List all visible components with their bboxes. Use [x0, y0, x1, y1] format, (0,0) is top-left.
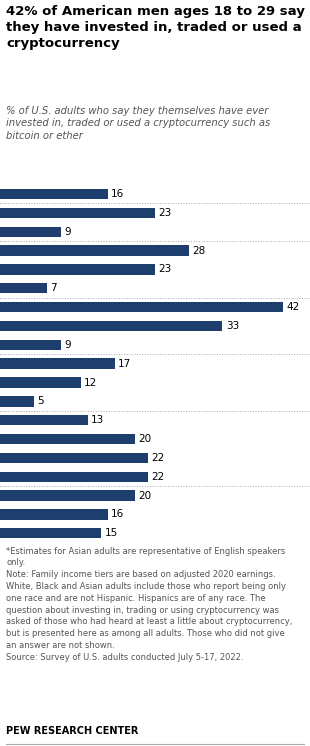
Bar	[0, 490, 135, 501]
Bar	[0, 359, 115, 369]
Text: 42: 42	[286, 302, 300, 312]
Bar	[0, 321, 222, 331]
Bar	[0, 471, 148, 482]
Text: 15: 15	[104, 528, 118, 539]
Text: 7: 7	[51, 283, 57, 293]
Bar	[0, 396, 34, 407]
Text: 28: 28	[192, 245, 205, 256]
Text: 20: 20	[138, 434, 151, 444]
Text: 22: 22	[152, 453, 165, 463]
Text: 5: 5	[37, 396, 44, 407]
Bar	[0, 227, 61, 237]
Bar	[0, 528, 101, 539]
Bar	[0, 283, 47, 293]
Bar	[0, 264, 155, 275]
Bar	[0, 510, 108, 520]
Text: 22: 22	[152, 471, 165, 482]
Text: 20: 20	[138, 491, 151, 501]
Text: 9: 9	[64, 227, 71, 236]
Text: 23: 23	[158, 208, 172, 218]
Text: 42% of American men ages 18 to 29 say
they have invested in, traded or used a
cr: 42% of American men ages 18 to 29 say th…	[6, 5, 305, 51]
Text: 23: 23	[158, 264, 172, 275]
Text: 9: 9	[64, 340, 71, 350]
Text: % of U.S. adults who say they themselves have ever
invested in, traded or used a: % of U.S. adults who say they themselves…	[6, 106, 270, 141]
Text: *Estimates for Asian adults are representative of English speakers
only.
Note: F: *Estimates for Asian adults are represen…	[6, 547, 293, 662]
Bar	[0, 377, 81, 388]
Bar	[0, 415, 88, 425]
Bar	[0, 302, 283, 313]
Text: 12: 12	[84, 377, 97, 387]
Bar	[0, 339, 61, 350]
Text: PEW RESEARCH CENTER: PEW RESEARCH CENTER	[6, 726, 139, 736]
Text: 16: 16	[111, 189, 124, 199]
Text: 17: 17	[118, 359, 131, 369]
Bar	[0, 453, 148, 463]
Bar	[0, 207, 155, 218]
Text: 33: 33	[226, 321, 239, 331]
Bar	[0, 189, 108, 199]
Text: 13: 13	[91, 416, 104, 425]
Text: 16: 16	[111, 510, 124, 519]
Bar	[0, 245, 189, 256]
Bar	[0, 434, 135, 444]
